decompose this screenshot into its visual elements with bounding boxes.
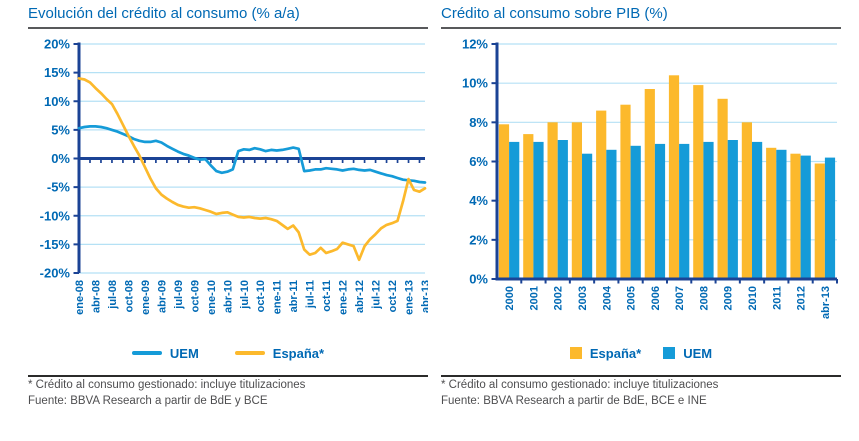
svg-text:abr-13: abr-13 <box>420 280 428 313</box>
left-chart-legend: UEM España* <box>28 343 428 363</box>
credit-to-gdp-bar-chart: 12% 10% 8% 6% 4% 2% 0% 2000 2001 2002 2003 2004 2005… <box>441 35 841 341</box>
left-footnote-source: Fuente: BBVA Research a partir de BdE y … <box>28 394 268 407</box>
svg-text:6%: 6% <box>469 154 488 169</box>
svg-text:ene-10: ene-10 <box>206 280 218 315</box>
svg-text:ene-09: ene-09 <box>140 280 152 315</box>
legend-item-espana-bars: España* <box>569 345 642 361</box>
svg-text:2010: 2010 <box>747 286 759 310</box>
svg-text:oct-08: oct-08 <box>123 280 135 312</box>
svg-text:12%: 12% <box>462 37 488 52</box>
svg-text:abr-11: abr-11 <box>288 280 300 312</box>
left-panel: Evolución del crédito al consumo (% a/a)… <box>28 0 432 441</box>
svg-text:jul-12: jul-12 <box>371 280 383 310</box>
left-title-underline <box>28 27 428 29</box>
svg-text:oct-12: oct-12 <box>387 280 399 312</box>
svg-text:abr-10: abr-10 <box>222 280 234 313</box>
svg-text:jul-10: jul-10 <box>239 280 251 310</box>
svg-text:4%: 4% <box>469 193 488 208</box>
svg-text:2007: 2007 <box>674 286 686 310</box>
svg-text:2004: 2004 <box>601 285 613 310</box>
svg-text:0%: 0% <box>51 151 70 166</box>
uem-square-swatch <box>663 347 676 359</box>
legend-item-espana: España* <box>234 345 325 361</box>
svg-text:2002: 2002 <box>553 286 565 310</box>
espana-line-swatch <box>234 351 265 355</box>
svg-text:oct-10: oct-10 <box>255 280 267 312</box>
svg-text:abr-12: abr-12 <box>354 280 366 313</box>
right-footnote-asterisk: * Crédito al consumo gestionado: incluye… <box>441 378 719 391</box>
svg-text:-5%: -5% <box>47 180 71 195</box>
svg-text:2011: 2011 <box>771 286 783 310</box>
svg-text:abr-13: abr-13 <box>820 286 832 319</box>
svg-text:ene-11: ene-11 <box>272 280 284 314</box>
legend-item-uem: UEM <box>131 345 199 361</box>
left-chart-title: Evolución del crédito al consumo (% a/a) <box>28 5 300 22</box>
svg-text:abr-09: abr-09 <box>156 280 168 313</box>
right-title-underline <box>441 27 841 29</box>
svg-text:5%: 5% <box>51 122 70 137</box>
legend-label-uem: UEM <box>169 345 199 361</box>
svg-text:20%: 20% <box>44 37 70 52</box>
svg-text:15%: 15% <box>44 65 70 80</box>
svg-text:jul-09: jul-09 <box>173 280 185 310</box>
svg-text:ene-08: ene-08 <box>74 280 86 315</box>
right-chart-title: Crédito al consumo sobre PIB (%) <box>441 5 668 22</box>
legend-item-uem-bars: UEM <box>663 346 712 361</box>
svg-text:abr-08: abr-08 <box>91 280 103 313</box>
svg-text:2000: 2000 <box>504 286 516 310</box>
svg-text:8%: 8% <box>469 115 488 130</box>
svg-text:10%: 10% <box>462 76 488 91</box>
uem-line-swatch <box>131 351 162 355</box>
right-footnote-rule <box>441 375 841 377</box>
svg-text:2012: 2012 <box>796 286 808 310</box>
right-footnote-source: Fuente: BBVA Research a partir de BdE, B… <box>441 394 707 407</box>
svg-text:10%: 10% <box>44 94 70 109</box>
left-footnote-asterisk: * Crédito al consumo gestionado: incluye… <box>28 378 306 391</box>
svg-text:2003: 2003 <box>577 286 589 310</box>
right-panel: Crédito al consumo sobre PIB (%) 12% 10% 8… <box>441 0 841 441</box>
svg-text:oct-09: oct-09 <box>189 280 201 312</box>
legend-label-espana-bars: España* <box>589 345 642 361</box>
svg-text:oct-11: oct-11 <box>321 280 333 312</box>
svg-text:ene-13: ene-13 <box>404 280 416 315</box>
svg-text:jul-08: jul-08 <box>107 280 119 310</box>
legend-label-espana: España* <box>272 345 325 361</box>
svg-text:jul-11: jul-11 <box>305 280 317 309</box>
svg-text:2005: 2005 <box>626 286 638 310</box>
legend-label-uem-bars: UEM <box>683 345 713 361</box>
svg-text:-20%: -20% <box>40 266 71 281</box>
svg-text:2001: 2001 <box>528 286 540 310</box>
svg-text:-15%: -15% <box>40 237 71 252</box>
right-chart-legend: España* UEM <box>441 343 841 363</box>
svg-text:2%: 2% <box>469 232 488 247</box>
svg-text:2008: 2008 <box>698 286 710 310</box>
credit-evolution-line-chart: 20% 15% 10% 5% 0% -5% -10% -15% -20% ene-08 abr-08… <box>28 35 432 341</box>
svg-text:-10%: -10% <box>40 208 71 223</box>
svg-text:ene-12: ene-12 <box>338 280 350 315</box>
left-footnote-rule <box>28 375 428 377</box>
svg-text:2006: 2006 <box>650 286 662 310</box>
svg-text:2009: 2009 <box>723 286 735 310</box>
svg-text:0%: 0% <box>469 272 488 287</box>
espana-square-swatch <box>569 347 582 359</box>
